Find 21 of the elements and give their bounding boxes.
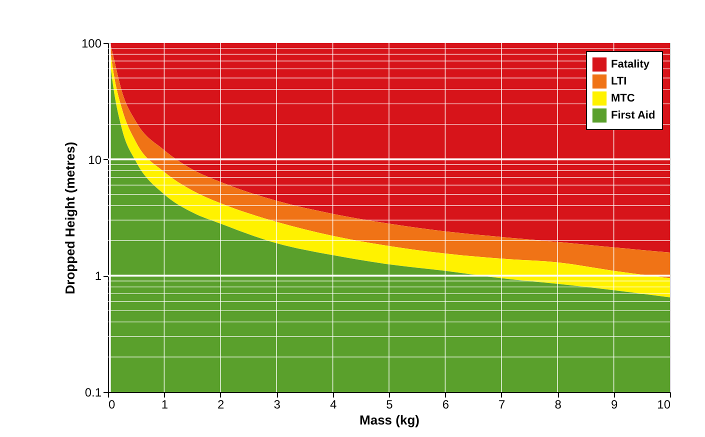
x-tick-label: 1 — [161, 398, 168, 412]
x-tick-label: 3 — [274, 398, 281, 412]
legend-label: Fatality — [611, 58, 650, 70]
y-axis-title: Dropped Height (metres) — [62, 142, 78, 294]
x-tick-label: 0 — [108, 398, 116, 412]
x-tick-label: 7 — [498, 398, 506, 412]
x-tick-label: 9 — [610, 398, 618, 412]
x-tick-label: 5 — [386, 398, 394, 412]
y-tick-label: 10 — [88, 152, 102, 167]
y-tick-label: 0.1 — [84, 386, 102, 400]
y-tick-label: 1 — [94, 269, 102, 284]
legend-label: LTI — [611, 76, 627, 88]
legend-label: First Aid — [611, 110, 656, 122]
x-axis-title: Mass (kg) — [360, 412, 420, 428]
x-tick-label: 8 — [554, 398, 562, 412]
x-tick-label: 2 — [218, 398, 225, 412]
x-tick-label: 6 — [442, 398, 450, 412]
x-tick-label: 10 — [657, 398, 671, 412]
legend-label: MTC — [611, 92, 635, 104]
x-tick-label: 4 — [330, 398, 337, 412]
y-tick-label: 100 — [81, 36, 102, 50]
